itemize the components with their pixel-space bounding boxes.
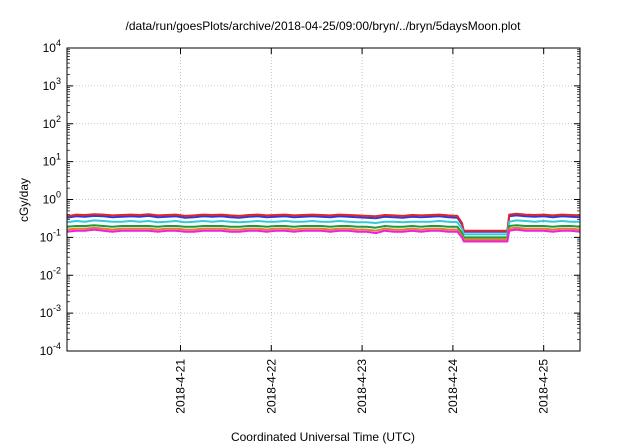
series-line-2	[66, 212, 581, 232]
y-tick-label: 10-2	[40, 265, 61, 282]
y-tick-label: 10-1	[40, 227, 61, 244]
chart-title: /data/run/goesPlots/archive/2018-04-25/0…	[126, 19, 522, 33]
x-tick-label: 2018-4-23	[355, 359, 369, 414]
grid-lines	[67, 47, 580, 352]
series-group	[66, 212, 581, 243]
y-tick-label: 102	[43, 114, 61, 131]
x-tick-labels: 2018-4-21 2018-4-22 2018-4-23 2018-4-24 2018…	[173, 359, 550, 414]
series-line-4	[66, 224, 581, 239]
y-tick-labels: 10-4 10-3 10-2 10-1 100 101 102 103 104	[40, 38, 61, 358]
y-tick-label: 10-4	[40, 341, 61, 358]
plot-frame	[66, 47, 581, 352]
series-line-6	[66, 228, 581, 243]
axis-ticks	[67, 47, 580, 352]
y-tick-label: 101	[43, 152, 61, 169]
series-line-3	[66, 219, 580, 236]
y-tick-label: 103	[43, 76, 61, 93]
y-axis-label: cGy/day	[17, 178, 31, 222]
y-tick-label: 100	[43, 190, 61, 207]
y-tick-label: 104	[43, 38, 61, 55]
x-tick-label: 2018-4-22	[264, 359, 278, 414]
series-line-5	[66, 226, 581, 241]
x-tick-label: 2018-4-25	[537, 359, 551, 414]
x-axis-label: Coordinated Universal Time (UTC)	[231, 430, 415, 444]
y-tick-label: 10-3	[40, 303, 61, 320]
x-tick-label: 2018-4-21	[173, 359, 187, 414]
series-line-1	[66, 214, 581, 233]
x-tick-label: 2018-4-24	[446, 359, 460, 414]
